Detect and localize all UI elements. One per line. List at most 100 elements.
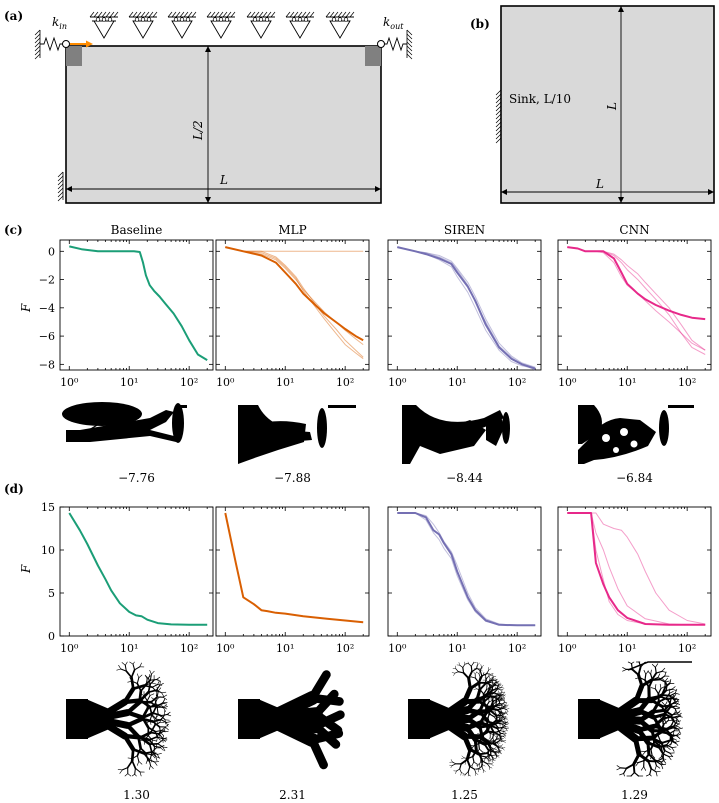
x-tick-label: 10²: [678, 376, 696, 389]
plot-frame: [59, 239, 214, 371]
score-value: −8.44: [446, 471, 483, 485]
panel-a-label: (a): [4, 9, 23, 23]
topology-siren-c: [402, 405, 510, 464]
score-value: −7.76: [118, 471, 155, 485]
series-line: [225, 246, 364, 342]
x-tick-label: 10²: [336, 642, 354, 655]
chart-title: CNN: [619, 223, 649, 237]
series-line: [225, 246, 364, 360]
chart-siren: SIREN 10⁰ 10¹ 10²: [387, 223, 542, 389]
y-tick-label: −8: [39, 358, 55, 371]
topology-row-c: [62, 402, 694, 464]
chart-plot-2: 10⁰ 10¹ 10²: [215, 506, 370, 655]
length-label-b: L: [595, 177, 604, 191]
roller-support: [206, 11, 236, 39]
height-label-b: L: [605, 102, 619, 111]
series-line: [68, 512, 208, 626]
x-tick-label: 10¹: [448, 376, 466, 389]
length-label-a: L: [219, 173, 228, 187]
panel-c-ylabel: F: [19, 303, 33, 313]
roller-support: [325, 11, 355, 39]
series-line: [225, 246, 364, 345]
x-tick-label: 10⁰: [558, 642, 577, 655]
y-tick-label: 0: [48, 630, 55, 643]
scores-row-c: −7.76 −7.88 −8.44 −6.84: [118, 471, 653, 485]
series-line: [567, 246, 706, 351]
design-domain-plate: [65, 45, 382, 204]
plot-frame: [557, 239, 712, 371]
series-line: [397, 246, 536, 368]
panel-d-label: (d): [4, 482, 24, 496]
series-line: [225, 246, 364, 358]
y-tick-label: −4: [39, 302, 55, 315]
series-line: [567, 512, 706, 625]
topology-cnn-c: [578, 405, 694, 464]
sink-boundary: [495, 89, 502, 144]
chart-baseline: Baseline 0 −2 −4 −6 −8 10⁰ 10¹ 10²: [39, 223, 214, 389]
y-tick-label: 10: [41, 544, 55, 557]
chart-mlp: MLP 10⁰ 10¹ 10²: [215, 223, 370, 389]
input-spring: [34, 29, 70, 60]
y-tick-label: 0: [48, 245, 55, 258]
x-tick-label: 10⁰: [60, 642, 79, 655]
input-support-block: [66, 46, 82, 66]
roller-support: [167, 11, 197, 39]
dimension-height-b: L: [605, 6, 624, 203]
roller-support: [246, 11, 276, 39]
plot-frame: [59, 506, 214, 637]
score-value: 1.25: [451, 788, 478, 802]
x-tick-label: 10²: [180, 642, 198, 655]
series-line: [397, 512, 536, 626]
series-line: [567, 512, 706, 626]
series-line: [567, 246, 706, 355]
score-value: −6.84: [616, 471, 653, 485]
dimension-length-a: L: [66, 173, 381, 192]
output-support-block: [365, 46, 381, 66]
x-tick-label: 10¹: [448, 642, 466, 655]
chart-title: MLP: [278, 223, 306, 237]
panel-c-label: (c): [4, 223, 23, 237]
series-line: [69, 245, 208, 361]
plot-frame: [387, 239, 542, 371]
x-tick-label: 10⁰: [216, 376, 235, 389]
chart-plot-1: 0 5 10 15 10⁰ 10¹ 10²: [41, 501, 214, 655]
x-tick-label: 10²: [508, 642, 526, 655]
series-line: [397, 512, 536, 627]
chart-plot-3: 10⁰ 10¹ 10²: [387, 506, 542, 655]
score-value: −7.88: [274, 471, 311, 485]
x-tick-label: 10⁰: [558, 376, 577, 389]
sink-domain-plate: [500, 5, 715, 204]
series-line: [225, 246, 364, 252]
score-value: 2.31: [279, 788, 306, 802]
tree-topology: [408, 661, 510, 777]
roller-supports: [89, 11, 355, 39]
chart-cnn: CNN 10⁰ 10¹ 10²: [557, 223, 712, 389]
x-tick-label: 10²: [180, 376, 198, 389]
score-value: 1.30: [123, 788, 150, 802]
plot-frame: [215, 239, 370, 371]
score-value: 1.29: [621, 788, 648, 802]
x-tick-label: 10⁰: [388, 642, 407, 655]
tree-topology: [238, 670, 345, 770]
x-tick-label: 10²: [336, 376, 354, 389]
series-line: [397, 246, 536, 370]
y-tick-label: −2: [39, 274, 55, 287]
chart-plot-4: 10⁰ 10¹ 10²: [557, 506, 712, 655]
k-out-label: kout: [383, 15, 404, 31]
series-line: [567, 512, 706, 626]
tree-topology: [66, 661, 172, 777]
bottom-left-support: [57, 171, 64, 202]
x-tick-label: 10²: [508, 376, 526, 389]
x-tick-label: 10¹: [618, 376, 636, 389]
series-line: [567, 512, 706, 626]
dimension-length-b: L: [501, 177, 714, 195]
x-tick-label: 10¹: [276, 376, 294, 389]
roller-support: [89, 11, 119, 39]
plot-frame: [557, 506, 712, 637]
topology-mlp-c: [238, 405, 356, 464]
y-tick-label: 15: [41, 501, 55, 514]
panel-a: (a) kin kout: [4, 9, 413, 204]
